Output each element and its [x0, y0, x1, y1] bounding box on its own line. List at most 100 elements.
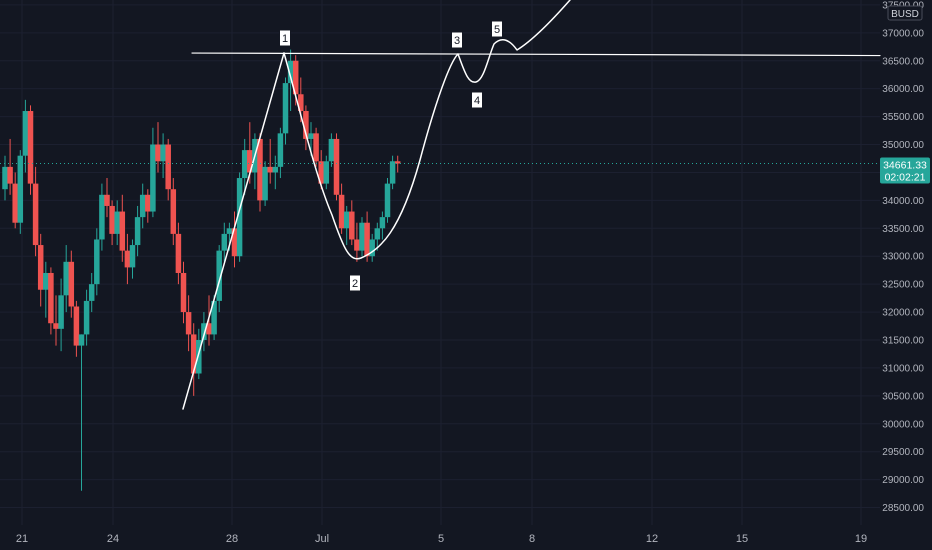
candle-body — [114, 211, 120, 234]
y-tick-label: 33500.00 — [882, 224, 924, 235]
candle-body — [104, 194, 110, 206]
marker-box — [471, 91, 483, 109]
handle-breakout-curve[interactable] — [457, 0, 571, 83]
pattern-marker-1: 1 — [279, 29, 291, 47]
candle-body — [180, 272, 187, 313]
candle-body — [349, 211, 355, 240]
candle-body — [58, 295, 64, 329]
candle-body — [308, 133, 314, 139]
candle-body — [109, 205, 115, 234]
candle-body — [48, 272, 54, 324]
last-price-value: 34661.33 — [883, 159, 927, 171]
candle-body — [338, 194, 345, 229]
y-tick-label: 31000.00 — [882, 363, 924, 374]
candle-body — [262, 166, 268, 201]
candle-body — [170, 189, 177, 234]
y-tick-label: 35000.00 — [882, 140, 924, 151]
currency-badge[interactable]: BUSD — [887, 5, 923, 21]
candle-body — [277, 133, 284, 167]
candles — [2, 49, 401, 491]
candle-body — [196, 340, 202, 374]
resistance-line[interactable] — [191, 52, 881, 57]
candle-body — [88, 284, 95, 301]
candle-body — [190, 334, 197, 374]
candle-body — [2, 166, 8, 190]
y-tick-label: 37000.00 — [882, 28, 924, 39]
marker-label: 3 — [454, 35, 460, 47]
candle-body — [53, 323, 59, 329]
x-tick-label: 19 — [855, 533, 867, 545]
candle-body — [32, 183, 39, 246]
candle-body — [155, 144, 161, 162]
candle-body — [343, 211, 350, 229]
candle-body — [236, 178, 243, 257]
candle-body — [369, 239, 375, 257]
currency-badge-box[interactable] — [887, 5, 923, 21]
last-price-box — [880, 157, 930, 184]
cup-curve[interactable] — [283, 52, 459, 260]
x-tick-label: 28 — [226, 533, 238, 545]
candle-body — [328, 138, 335, 162]
marker-label: 4 — [474, 95, 480, 107]
y-tick-label: 30000.00 — [882, 419, 924, 430]
candle-body — [119, 211, 126, 251]
candle-body — [73, 306, 80, 346]
candle-body — [83, 300, 90, 335]
y-tick-label: 36500.00 — [882, 56, 924, 67]
candle-body — [22, 111, 29, 156]
countdown-timer: 02:02:21 — [885, 171, 926, 183]
y-tick-label: 36000.00 — [882, 84, 924, 95]
candle-body — [282, 83, 289, 134]
x-tick-label: 5 — [438, 533, 444, 545]
impulse-leg-line[interactable] — [182, 52, 285, 410]
candle-body — [247, 150, 253, 173]
x-tick-label: 12 — [646, 533, 658, 545]
candle-body — [287, 60, 294, 84]
candle-body — [12, 183, 18, 223]
x-tick-label: 21 — [16, 533, 28, 545]
currency-label: BUSD — [891, 9, 919, 20]
x-tick-label: 15 — [736, 533, 748, 545]
marker-box — [451, 31, 463, 49]
candle-body — [354, 239, 360, 251]
candle-body — [139, 194, 146, 218]
marker-box — [349, 274, 361, 292]
candle-body — [292, 60, 299, 95]
candle-body — [318, 161, 324, 184]
pattern-markers: 1 2 3 4 5 — [279, 20, 503, 292]
candle-body — [216, 250, 222, 301]
y-tick-label: 28500.00 — [882, 503, 924, 514]
candle-body — [257, 138, 263, 201]
time-axis[interactable]: 21 24 28 Jul 5 8 12 15 19 — [16, 533, 867, 545]
candle-body — [134, 217, 141, 246]
candle-body — [231, 228, 238, 257]
marker-box — [491, 20, 503, 38]
candle-body — [323, 161, 330, 184]
candle-body — [206, 323, 212, 335]
candle-body — [298, 94, 304, 112]
candle-body — [374, 228, 381, 240]
candle-body — [43, 272, 49, 290]
pattern-marker-5: 5 — [491, 20, 503, 38]
candle-body — [394, 161, 401, 164]
candle-body — [165, 144, 171, 190]
pattern-marker-2: 2 — [349, 274, 361, 292]
candle-body — [313, 133, 319, 162]
candle-body — [17, 155, 24, 223]
x-tick-label: Jul — [315, 533, 329, 545]
candle-body — [359, 222, 365, 251]
candle-body — [267, 166, 273, 173]
y-tick-label: 32500.00 — [882, 280, 924, 291]
x-tick-label: 24 — [107, 533, 119, 545]
candle-body — [145, 194, 151, 212]
candle-body — [37, 245, 44, 290]
y-tick-label: 29500.00 — [882, 447, 924, 458]
candle-body — [221, 233, 228, 251]
candle-body — [333, 138, 340, 195]
candle-body — [211, 300, 217, 335]
pattern-drawing[interactable] — [182, 0, 881, 410]
candle-body — [185, 312, 192, 335]
